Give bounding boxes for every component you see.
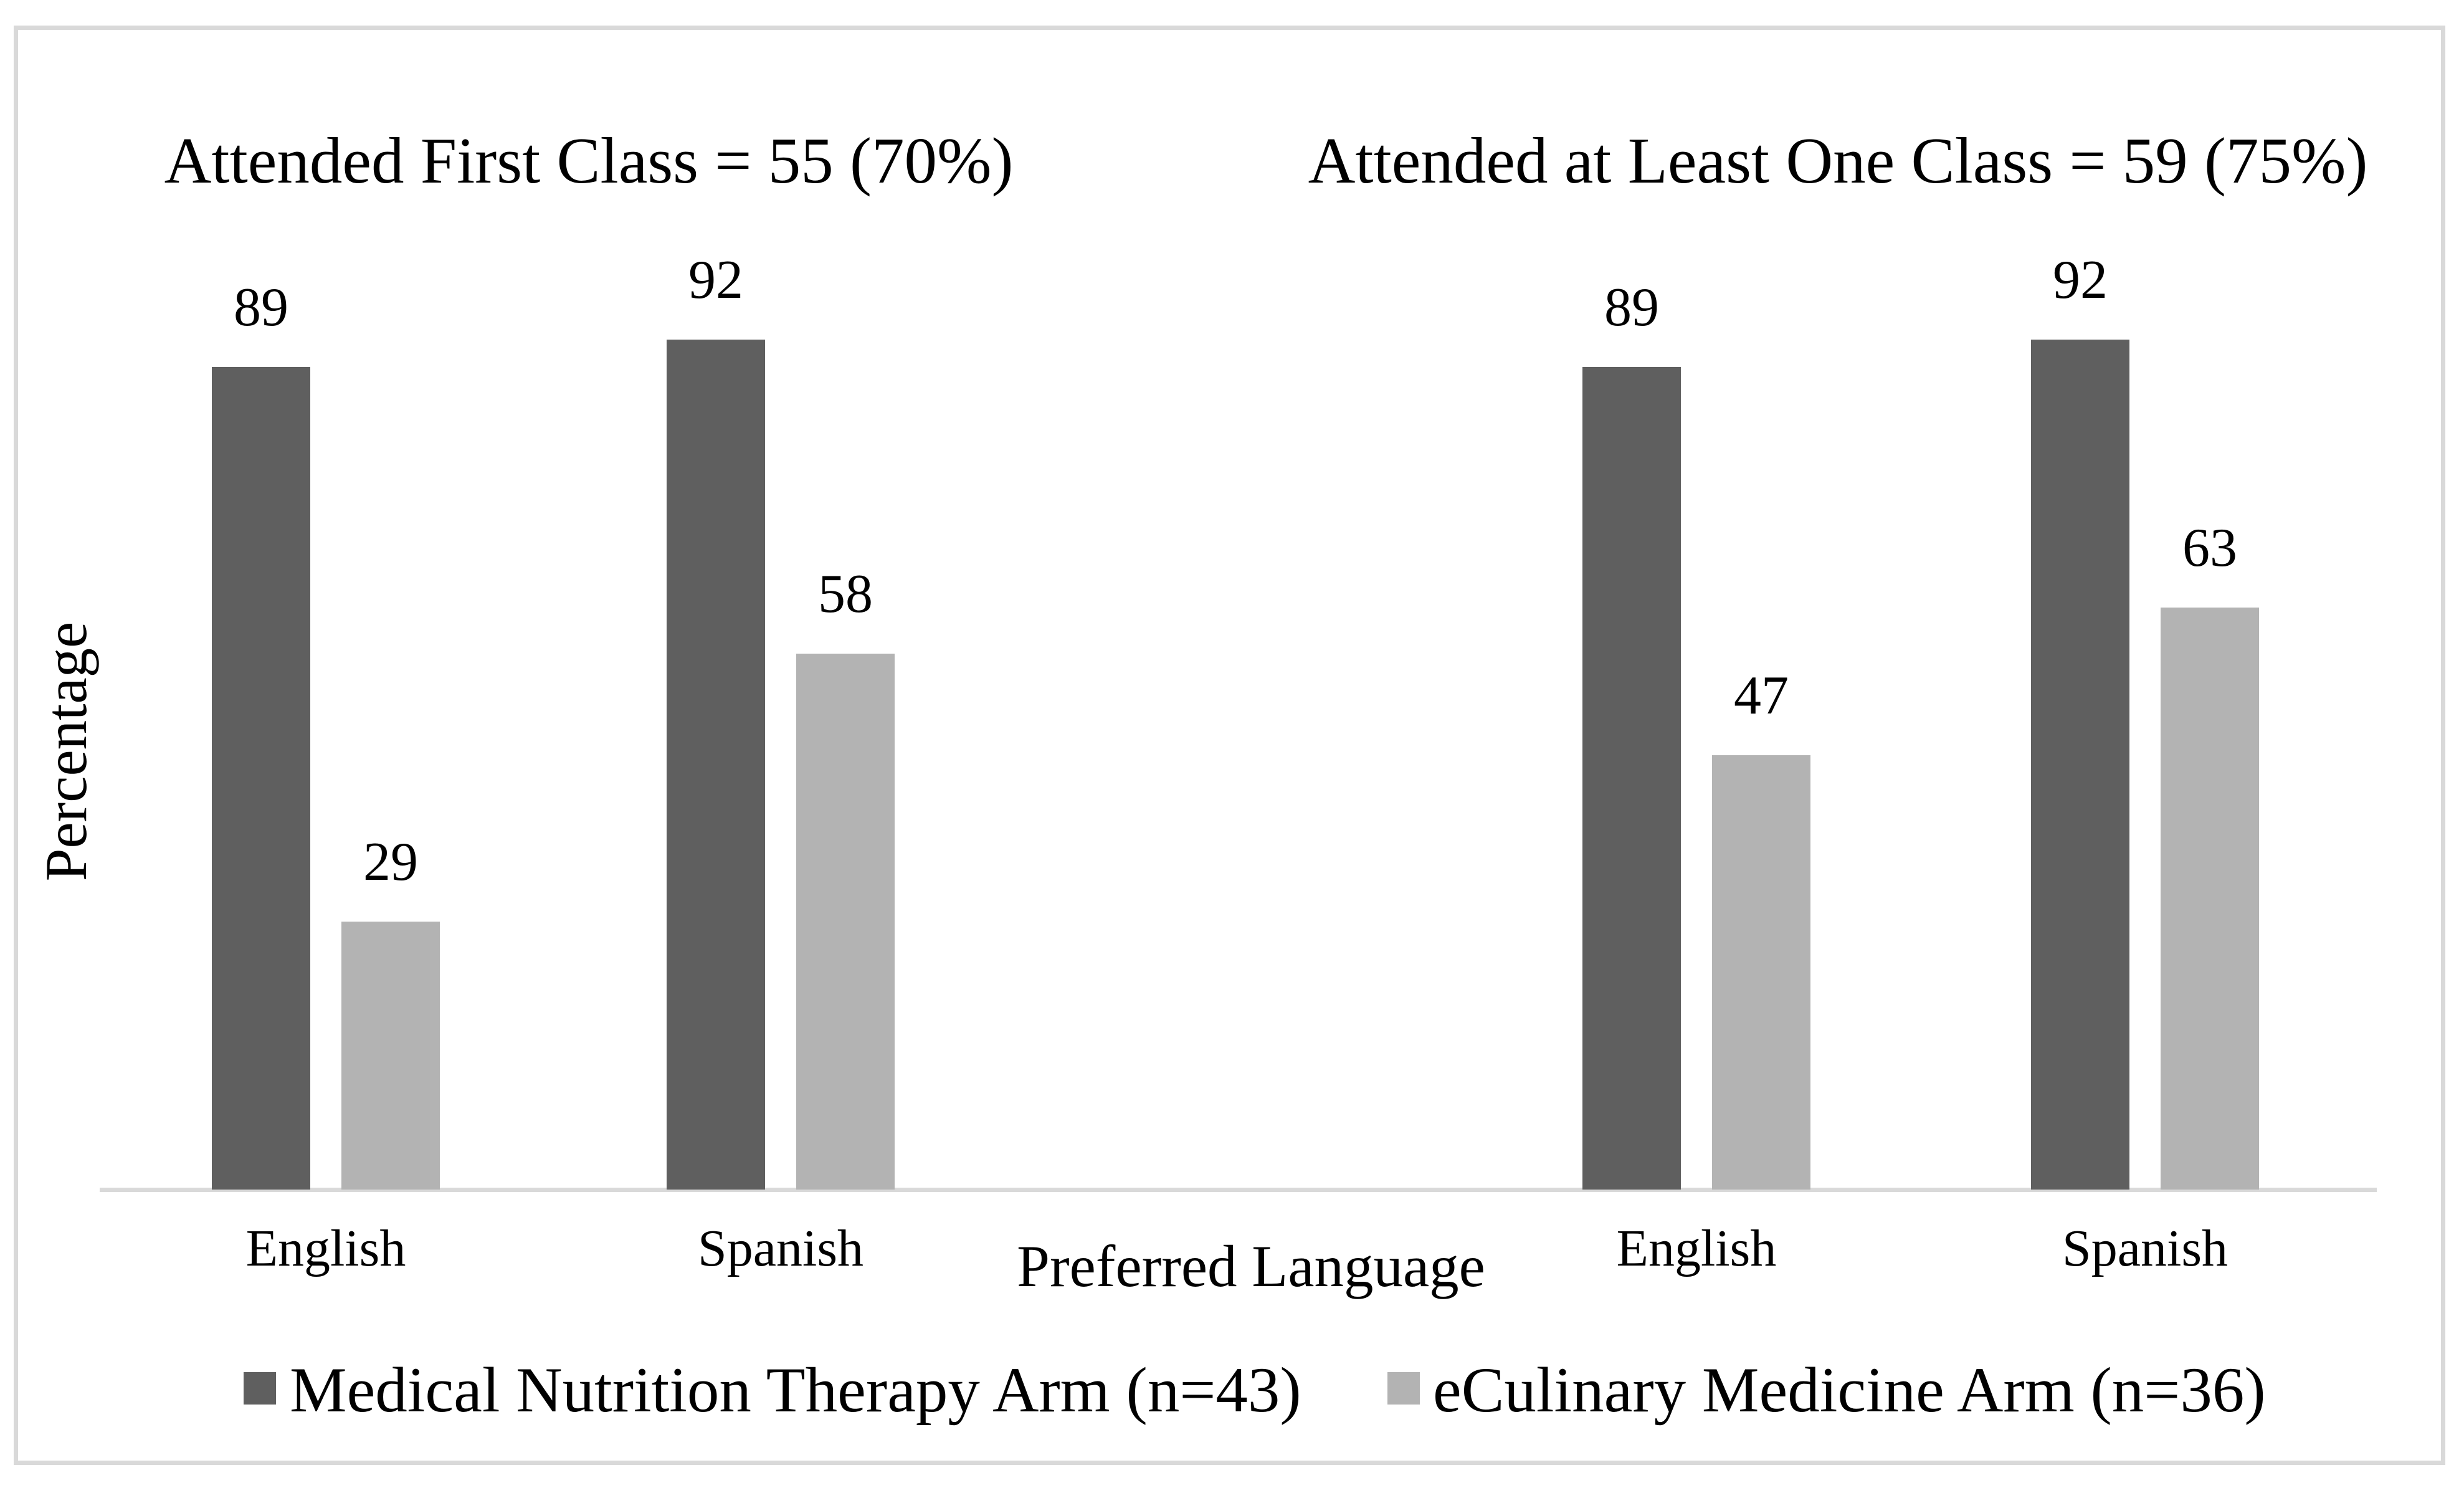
category-label-right-english: English [1616, 1219, 1777, 1277]
bar-right-english-mnt-arm [1582, 367, 1681, 1190]
bar-left-english-ecm-arm [341, 922, 440, 1190]
bar-left-english-mnt-arm [212, 367, 310, 1190]
panel-title-first-class: Attended First Class = 55 (70%) [164, 124, 1014, 197]
legend-label-ecm-arm: eCulinary Medicine Arm (n=36) [1433, 1355, 2266, 1426]
category-label-left-english: English [245, 1219, 406, 1277]
panel-title-at-least-one-class: Attended at Least One Class = 59 (75%) [1308, 124, 2368, 197]
bar-right-english-ecm-arm [1712, 755, 1810, 1190]
legend-swatch-ecm-arm-icon [1387, 1372, 1420, 1405]
bar-value-label-right-english-mnt-arm: 89 [1604, 277, 1659, 338]
y-axis-title: Percentage [33, 621, 99, 882]
bar-value-label-left-spanish-mnt-arm: 92 [688, 250, 743, 310]
bar-value-label-right-spanish-mnt-arm: 92 [2053, 250, 2108, 310]
bar-value-label-right-spanish-ecm-arm: 63 [2182, 518, 2237, 578]
bar-right-spanish-mnt-arm [2031, 340, 2129, 1190]
bar-value-label-left-spanish-ecm-arm: 58 [818, 564, 873, 624]
figure-border [14, 26, 2445, 1465]
bar-left-spanish-mnt-arm [667, 340, 765, 1190]
category-label-right-spanish: Spanish [2062, 1219, 2229, 1277]
bar-value-label-right-english-ecm-arm: 47 [1734, 665, 1789, 726]
x-axis-line [100, 1188, 2377, 1192]
bar-value-label-left-english-mnt-arm: 89 [234, 277, 288, 338]
bar-left-spanish-ecm-arm [796, 654, 895, 1190]
legend-label-mnt-arm: Medical Nutrition Therapy Arm (n=43) [290, 1355, 1301, 1426]
bar-right-spanish-ecm-arm [2161, 608, 2259, 1190]
x-axis-title: Preferred Language [1017, 1233, 1485, 1299]
legend-swatch-mnt-arm-icon [244, 1372, 276, 1405]
category-label-left-spanish: Spanish [697, 1219, 864, 1277]
bar-value-label-left-english-ecm-arm: 29 [363, 832, 418, 892]
